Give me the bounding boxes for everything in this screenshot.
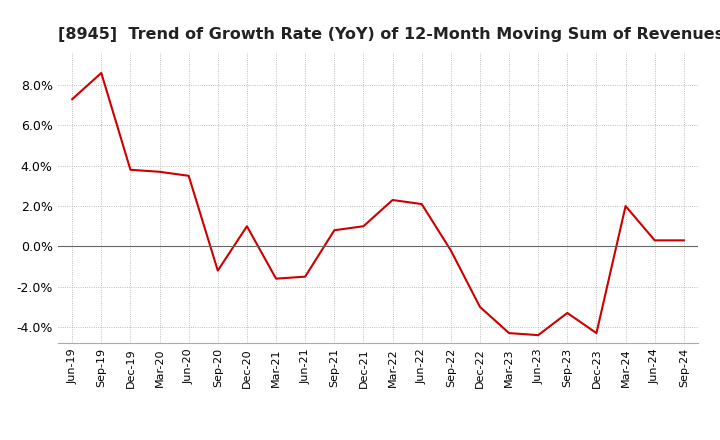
Text: [8945]  Trend of Growth Rate (YoY) of 12-Month Moving Sum of Revenues: [8945] Trend of Growth Rate (YoY) of 12-… <box>58 27 720 42</box>
